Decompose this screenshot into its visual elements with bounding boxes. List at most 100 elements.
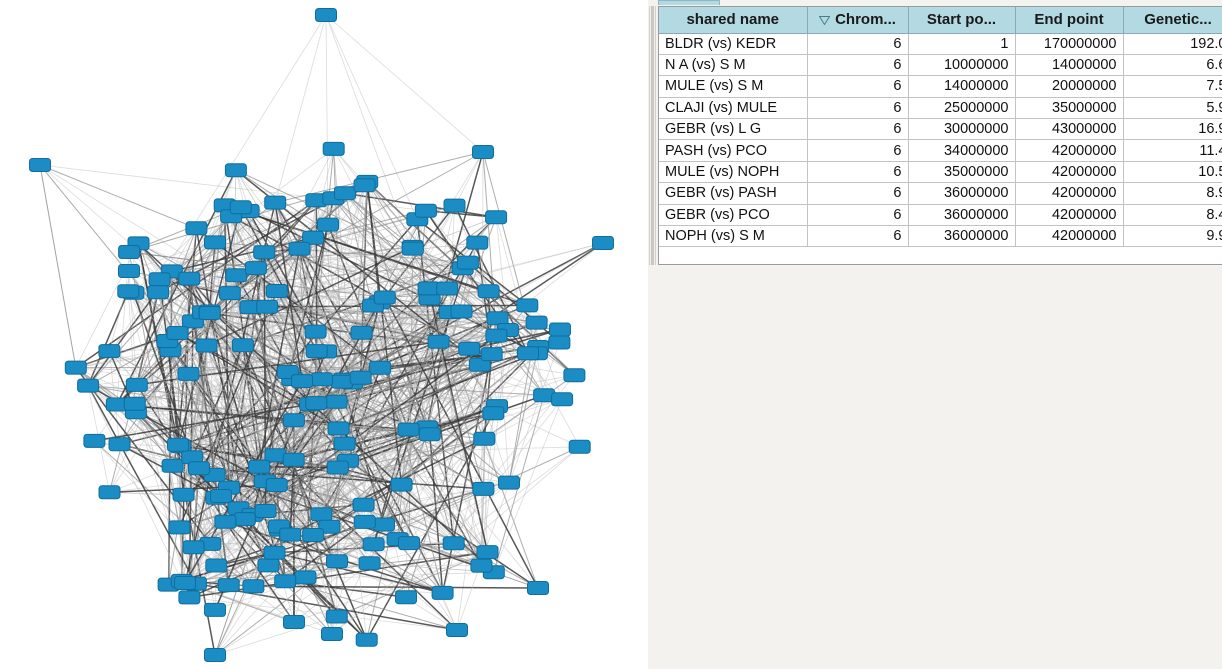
network-node[interactable] bbox=[304, 324, 327, 339]
network-edge[interactable] bbox=[242, 290, 489, 346]
network-edge[interactable] bbox=[253, 200, 317, 587]
network-edge[interactable] bbox=[179, 288, 448, 447]
network-edge[interactable] bbox=[138, 243, 180, 528]
network-node[interactable] bbox=[443, 198, 466, 213]
network-edge[interactable] bbox=[202, 311, 508, 331]
table-cell-genetic[interactable]: 5.9 bbox=[1123, 97, 1222, 120]
network-edge[interactable] bbox=[456, 438, 485, 631]
network-node[interactable] bbox=[417, 281, 440, 296]
table-cell-start_point[interactable]: 36000000 bbox=[908, 182, 1016, 205]
network-node[interactable] bbox=[264, 195, 287, 210]
full-network-view[interactable] bbox=[0, 0, 648, 669]
table-cell-shared_name[interactable]: PASH (vs) PCO bbox=[659, 139, 808, 162]
table-cell-chromosome[interactable]: 6 bbox=[807, 204, 909, 227]
network-edge[interactable] bbox=[481, 329, 509, 566]
network-node[interactable] bbox=[174, 576, 196, 590]
network-edge[interactable] bbox=[383, 205, 455, 525]
network-edge[interactable] bbox=[87, 385, 269, 566]
network-node[interactable] bbox=[188, 461, 210, 476]
network-node[interactable] bbox=[305, 344, 328, 359]
network-edge[interactable] bbox=[119, 443, 364, 506]
network-node[interactable] bbox=[427, 334, 450, 349]
network-edge[interactable] bbox=[429, 434, 444, 593]
network-node[interactable] bbox=[472, 145, 494, 159]
network-edge[interactable] bbox=[469, 328, 561, 350]
network-node[interactable] bbox=[302, 528, 325, 542]
network-edge[interactable] bbox=[192, 321, 311, 405]
table-cell-shared_name[interactable]: N A (vs) S M bbox=[659, 54, 808, 77]
network-node[interactable] bbox=[369, 360, 392, 375]
network-edge[interactable] bbox=[188, 278, 230, 586]
network-node[interactable] bbox=[168, 520, 191, 535]
network-node[interactable] bbox=[147, 285, 170, 300]
table-cell-end_point[interactable]: 14000000 bbox=[1015, 54, 1124, 77]
network-edge[interactable] bbox=[87, 340, 168, 387]
network-node[interactable] bbox=[302, 230, 325, 245]
table-cell-start_point[interactable]: 25000000 bbox=[908, 97, 1016, 120]
table-cell-chromosome[interactable]: 6 bbox=[807, 75, 909, 98]
table-cell-shared_name[interactable]: NOPH (vs) S M bbox=[659, 225, 808, 248]
network-node[interactable] bbox=[349, 370, 372, 385]
table-cell-shared_name[interactable]: BLDR (vs) KEDR bbox=[659, 33, 808, 55]
network-edge[interactable] bbox=[224, 205, 463, 269]
column-header-chromosome[interactable]: Chrom... bbox=[807, 7, 909, 34]
network-edge[interactable] bbox=[347, 460, 510, 483]
table-cell-end_point[interactable]: 42000000 bbox=[1015, 204, 1124, 227]
network-node[interactable] bbox=[485, 210, 508, 225]
network-edge[interactable] bbox=[425, 209, 497, 218]
network-node[interactable] bbox=[446, 623, 468, 637]
network-edge[interactable] bbox=[128, 197, 334, 272]
network-node[interactable] bbox=[358, 556, 381, 571]
network-node[interactable] bbox=[229, 200, 252, 215]
network-node[interactable] bbox=[517, 346, 539, 361]
network-node[interactable] bbox=[265, 478, 288, 492]
column-header-genetic[interactable]: Genetic... bbox=[1123, 7, 1222, 34]
column-header-end-point[interactable]: End point bbox=[1015, 7, 1124, 34]
network-node[interactable] bbox=[418, 427, 441, 442]
network-edge[interactable] bbox=[329, 297, 386, 527]
table-cell-start_point[interactable]: 34000000 bbox=[908, 139, 1016, 162]
network-node[interactable] bbox=[315, 8, 337, 22]
network-node[interactable] bbox=[166, 326, 189, 340]
network-edge[interactable] bbox=[274, 551, 443, 594]
network-node[interactable] bbox=[477, 284, 500, 299]
table-vertical-scrollbar[interactable] bbox=[649, 6, 656, 265]
network-edge[interactable] bbox=[189, 597, 458, 631]
network-edge[interactable] bbox=[351, 205, 455, 383]
network-node[interactable] bbox=[486, 311, 509, 326]
network-node[interactable] bbox=[214, 514, 237, 529]
network-edge[interactable] bbox=[235, 169, 450, 313]
network-node[interactable] bbox=[254, 504, 277, 518]
network-node[interactable] bbox=[256, 299, 279, 314]
network-edge[interactable] bbox=[312, 311, 451, 536]
network-edge[interactable] bbox=[496, 329, 509, 407]
network-node[interactable] bbox=[310, 507, 333, 522]
network-node[interactable] bbox=[352, 497, 375, 512]
network-node[interactable] bbox=[282, 413, 305, 428]
table-cell-chromosome[interactable]: 6 bbox=[807, 54, 909, 77]
network-node[interactable] bbox=[390, 477, 413, 492]
network-edge[interactable] bbox=[168, 412, 494, 585]
network-node[interactable] bbox=[317, 217, 339, 232]
network-edge[interactable] bbox=[266, 306, 289, 373]
network-node[interactable] bbox=[401, 241, 424, 256]
network-edge[interactable] bbox=[360, 377, 488, 553]
table-cell-genetic[interactable]: 8.9 bbox=[1123, 182, 1222, 205]
network-edge[interactable] bbox=[285, 580, 458, 631]
network-node[interactable] bbox=[204, 602, 226, 617]
network-edge[interactable] bbox=[214, 565, 217, 610]
network-edge[interactable] bbox=[268, 404, 311, 566]
network-node[interactable] bbox=[161, 458, 184, 473]
network-node[interactable] bbox=[398, 536, 420, 551]
network-node[interactable] bbox=[325, 394, 348, 409]
network-edge[interactable] bbox=[134, 403, 295, 623]
network-edge[interactable] bbox=[438, 341, 482, 566]
network-edge[interactable] bbox=[167, 331, 316, 342]
table-cell-end_point[interactable]: 42000000 bbox=[1015, 182, 1124, 205]
table-cell-end_point[interactable]: 20000000 bbox=[1015, 75, 1124, 98]
network-edge[interactable] bbox=[94, 403, 311, 442]
network-edge[interactable] bbox=[109, 350, 539, 589]
network-node[interactable] bbox=[350, 325, 373, 340]
